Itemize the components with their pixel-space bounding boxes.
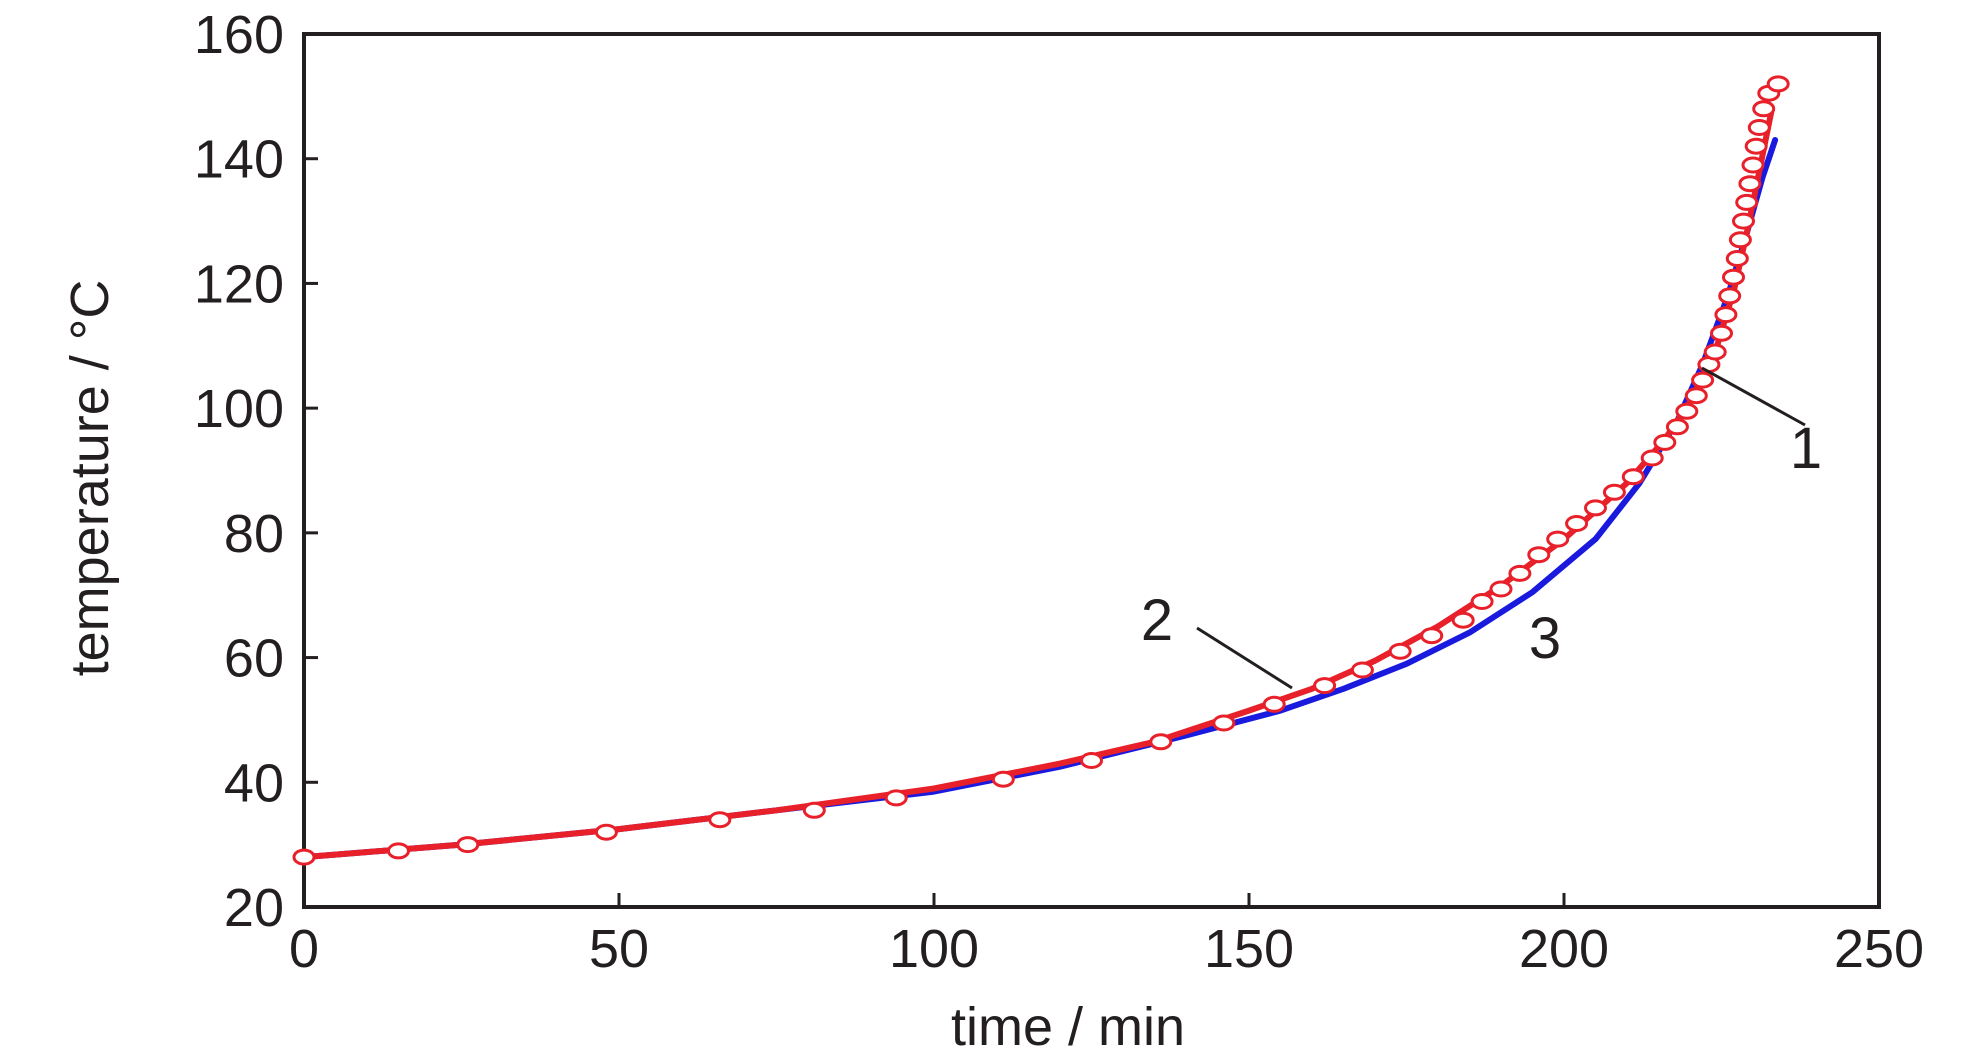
x-axis-title: time / min: [951, 997, 1185, 1057]
annotation-leader-1: [1701, 366, 1806, 427]
data-point-marker: [1388, 642, 1412, 660]
annotations: 1 2 3: [1141, 366, 1822, 690]
data-point-marker: [1313, 677, 1337, 695]
plot-border: [302, 32, 1881, 909]
data-point-marker: [1621, 468, 1645, 486]
data-point-marker: [1766, 75, 1790, 93]
data-point-marker: [1722, 268, 1745, 286]
data-point-marker: [991, 770, 1015, 788]
data-point-marker: [1735, 193, 1759, 211]
data-point-marker: [1718, 287, 1742, 305]
annotation-leader-2: [1196, 626, 1293, 690]
y-tick-label: 60: [224, 629, 284, 689]
data-point-marker: [1527, 546, 1551, 564]
annotation-label-2: 2: [1141, 588, 1173, 653]
data-point-marker: [1747, 119, 1771, 136]
data-point-marker: [1508, 564, 1532, 582]
data-point-marker: [1752, 100, 1776, 118]
data-point-marker: [1728, 231, 1752, 249]
y-tick-label: 100: [194, 379, 284, 439]
data-point-marker: [1565, 515, 1589, 532]
data-point-marker: [1080, 752, 1103, 769]
data-point-marker: [708, 811, 732, 829]
data-point-marker: [1640, 449, 1664, 467]
data-point-marker: [1489, 580, 1513, 598]
data-point-marker: [1732, 212, 1755, 230]
data-point-marker: [1262, 695, 1286, 713]
data-point-marker: [1738, 175, 1762, 193]
x-tick-label: 100: [889, 919, 979, 979]
y-tick-label: 120: [194, 254, 284, 314]
data-point-marker: [1741, 156, 1765, 174]
data-point-marker: [1212, 714, 1236, 732]
data-point-marker: [1714, 306, 1738, 324]
plot-frame: [302, 32, 1881, 909]
annotation-label-3: 3: [1529, 606, 1561, 671]
data-point-marker: [594, 823, 618, 841]
data-point-marker: [1744, 137, 1768, 155]
data-point-marker: [456, 836, 480, 854]
data-point-marker: [1691, 371, 1715, 389]
data-point-marker: [1584, 499, 1607, 517]
data-point-marker: [1665, 418, 1689, 436]
y-axis-title: temperature / °C: [60, 280, 120, 677]
data-point-marker: [1710, 324, 1733, 342]
y-axis: 20 40 60 80 100 120 140 160: [194, 5, 318, 938]
x-tick-label: 200: [1519, 919, 1609, 979]
y-tick-label: 140: [194, 130, 284, 190]
data-point-marker: [1703, 343, 1727, 361]
data-point-marker: [884, 789, 908, 807]
x-tick-label: 0: [289, 919, 319, 979]
data-point-marker: [1451, 611, 1475, 629]
data-point-marker: [1149, 733, 1173, 751]
data-point-marker: [1350, 661, 1374, 679]
data-point-marker: [387, 842, 410, 860]
data-point-marker: [1653, 433, 1677, 451]
data-point-marker: [1684, 387, 1708, 405]
data-point-marker: [1420, 627, 1444, 645]
y-tick-label: 20: [224, 878, 284, 938]
x-tick-label: 150: [1204, 919, 1294, 979]
data-point-marker: [802, 801, 826, 819]
x-axis: 0 50 100 150 200 250: [289, 893, 1924, 979]
y-tick-label: 160: [194, 5, 284, 65]
y-tick-label: 40: [224, 753, 284, 813]
annotation-label-1: 1: [1790, 416, 1822, 481]
data-point-marker: [1602, 483, 1626, 501]
x-tick-label: 250: [1834, 919, 1924, 979]
data-point-marker: [292, 848, 316, 866]
y-tick-label: 80: [224, 504, 284, 564]
data-point-marker: [1725, 250, 1749, 267]
x-tick-label: 50: [589, 919, 649, 979]
data-point-marker: [1470, 593, 1494, 610]
series-markers: [292, 75, 1790, 866]
data-point-marker: [1675, 402, 1699, 420]
data-point-marker: [1546, 530, 1570, 548]
